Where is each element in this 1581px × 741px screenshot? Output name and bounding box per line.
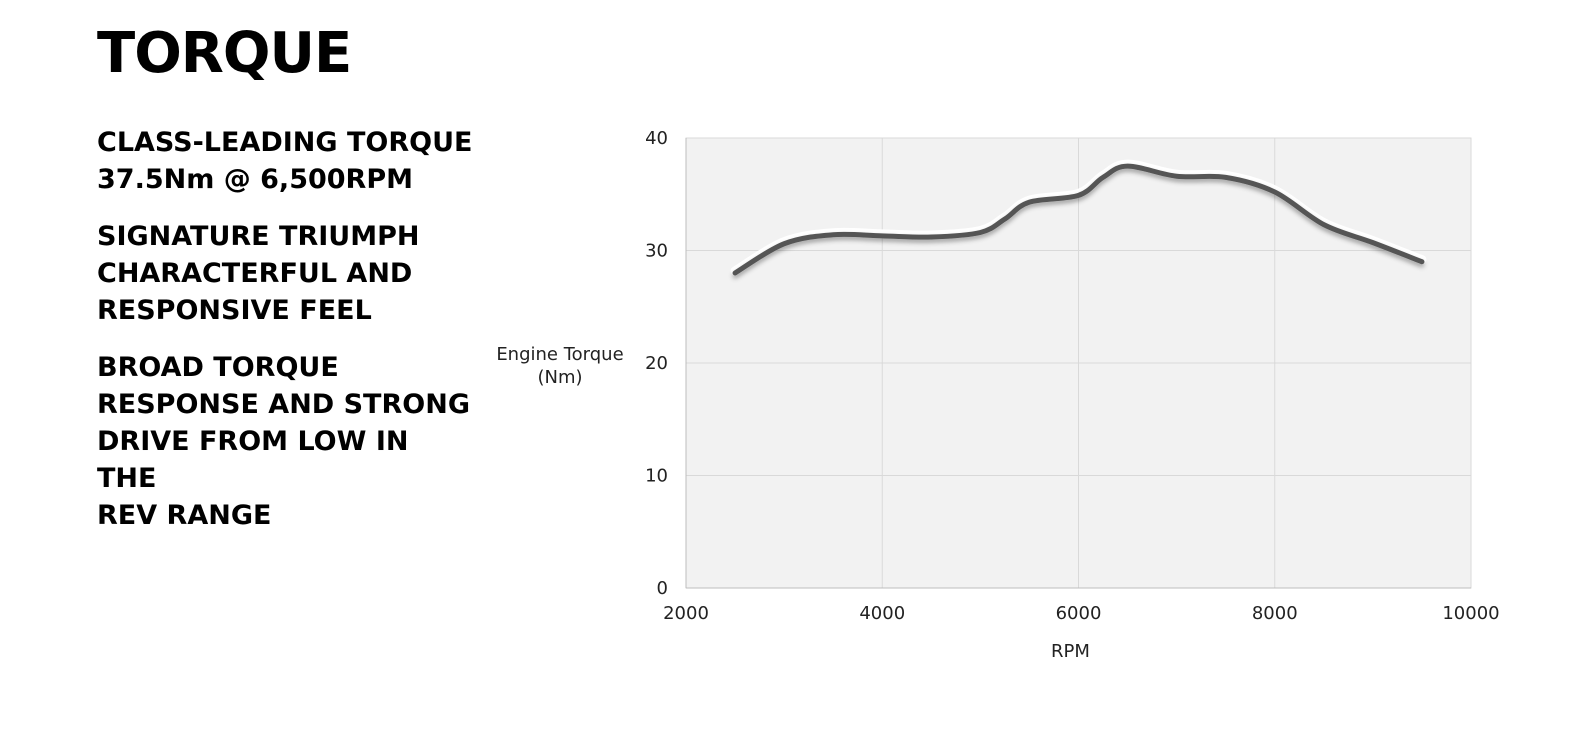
- x-tick-label: 2000: [663, 603, 709, 624]
- data-point: [1272, 190, 1277, 195]
- feature-line: 37.5Nm @ 6,500RPM: [97, 164, 413, 195]
- data-point: [1125, 164, 1130, 169]
- page-title: TORQUE: [97, 21, 352, 86]
- chart-svg: 0 10 20 30 40 2000 4000 6000 8000 10000 RPM: [645, 128, 1500, 662]
- data-point: [1101, 175, 1106, 180]
- data-point: [1027, 200, 1032, 205]
- x-tick-label: 6000: [1056, 603, 1102, 624]
- feature-list: CLASS-LEADING TORQUE 37.5Nm @ 6,500RPM SIG…: [97, 124, 477, 554]
- data-point: [1370, 240, 1375, 245]
- y-tick-label: 0: [657, 578, 668, 599]
- y-tick-label: 20: [645, 353, 668, 374]
- data-point: [782, 241, 787, 246]
- data-point: [1321, 222, 1326, 227]
- feature-line: SIGNATURE TRIUMPH: [97, 221, 420, 252]
- y-tick-label: 40: [645, 128, 668, 149]
- feature-item: CLASS-LEADING TORQUE 37.5Nm @ 6,500RPM: [97, 124, 477, 198]
- feature-line: DRIVE FROM LOW IN THE: [97, 426, 409, 494]
- feature-line: CHARACTERFUL AND: [97, 258, 413, 289]
- feature-line: REV RANGE: [97, 500, 272, 531]
- y-tick-label: 30: [645, 241, 668, 262]
- data-point: [1419, 259, 1424, 264]
- x-tick-label: 8000: [1252, 603, 1298, 624]
- x-axis-label: RPM: [1051, 641, 1090, 662]
- feature-line: RESPONSE AND STRONG: [97, 389, 470, 420]
- data-point: [880, 233, 885, 238]
- feature-line: BROAD TORQUE: [97, 352, 339, 383]
- data-point: [1076, 193, 1081, 198]
- series-line: [732, 163, 1425, 276]
- data-point: [1002, 217, 1007, 222]
- data-point: [1174, 174, 1179, 179]
- feature-item: SIGNATURE TRIUMPH CHARACTERFUL AND RESPONS…: [97, 218, 477, 329]
- data-point: [1223, 175, 1228, 180]
- feature-line: RESPONSIVE FEEL: [97, 295, 372, 326]
- feature-item: BROAD TORQUE RESPONSE AND STRONG DRIVE FRO…: [97, 349, 477, 534]
- y-axis-label-line-2: (Nm): [537, 367, 583, 388]
- y-tick-label: 10: [645, 466, 668, 487]
- x-tick-label: 4000: [859, 603, 905, 624]
- y-axis-label: Engine Torque (Nm): [480, 343, 640, 389]
- data-point: [831, 232, 836, 237]
- data-point: [733, 271, 738, 276]
- y-axis-label-line-1: Engine Torque: [496, 344, 624, 365]
- data-point: [929, 235, 934, 240]
- x-tick-label: 10000: [1442, 603, 1499, 624]
- data-point: [978, 230, 983, 235]
- torque-chart: Engine Torque (Nm) 0 10 20 30 40 2000 4000 6000…: [480, 110, 1540, 690]
- feature-line: CLASS-LEADING TORQUE: [97, 127, 473, 158]
